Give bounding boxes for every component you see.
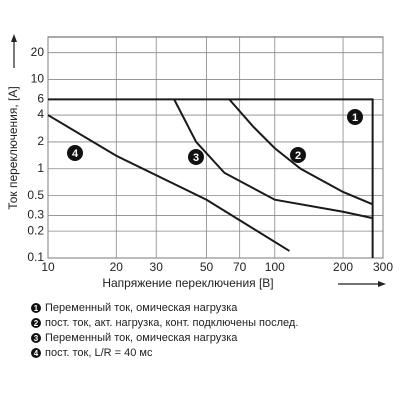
legend-label: пост. ток, L/R = 40 мс	[45, 347, 153, 359]
x-tick-label: 20	[110, 260, 124, 274]
plot-area	[47, 36, 384, 259]
legend-label: Переменный ток, омическая нагрузка	[45, 302, 238, 314]
series-badge-label: 1	[352, 112, 358, 124]
y-tick-label: 2	[37, 134, 44, 148]
x-tick-label: 10	[41, 260, 55, 274]
legend-marker	[31, 348, 41, 358]
series-badge-label: 3	[193, 152, 199, 164]
y-tick-label: 0.1	[27, 250, 44, 264]
x-tick-label: 30	[150, 260, 164, 274]
y-tick-label: 20	[31, 45, 45, 59]
legend-marker-label: 1	[34, 304, 39, 313]
legend-marker	[31, 318, 41, 328]
series-badge	[290, 147, 306, 163]
legend-marker-label: 3	[34, 334, 39, 343]
series-badge-label: 4	[72, 148, 79, 160]
y-tick-label: 4	[37, 107, 44, 121]
y-tick-label: 0.3	[27, 208, 44, 222]
series-line	[48, 98, 374, 258]
y-axis-label: Ток переключения, [A]	[6, 86, 20, 209]
y-tick-label: 10	[31, 72, 45, 86]
series-line	[47, 114, 290, 252]
y-tick-label: 0.5	[27, 188, 44, 202]
legend-marker-label: 4	[34, 349, 39, 358]
y-arrow-head	[11, 34, 17, 42]
series-badge	[347, 109, 363, 125]
x-tick-label: 100	[265, 260, 285, 274]
x-axis-label: Напряжение переключения [B]	[102, 276, 273, 290]
y-tick-label: 6	[37, 92, 44, 106]
series-badge-label: 2	[295, 150, 301, 162]
x-tick-label: 300	[373, 260, 393, 274]
x-arrow-head	[378, 281, 386, 287]
legend-marker	[31, 333, 41, 343]
legend-marker	[31, 303, 41, 313]
series-badge	[67, 145, 83, 161]
legend-label: Переменный ток, омическая нагрузка	[45, 332, 238, 344]
y-tick-label: 1	[37, 161, 44, 175]
series-line	[173, 98, 373, 220]
x-tick-label: 200	[333, 260, 353, 274]
legend-label: пост. ток, акт. нагрузка, конт. подключе…	[45, 317, 298, 329]
series-line	[228, 98, 374, 206]
y-tick-label: 0.2	[27, 223, 44, 237]
legend-marker-label: 2	[34, 319, 39, 328]
series-badge	[188, 149, 204, 165]
x-tick-label: 70	[233, 260, 247, 274]
x-tick-label: 50	[200, 260, 214, 274]
